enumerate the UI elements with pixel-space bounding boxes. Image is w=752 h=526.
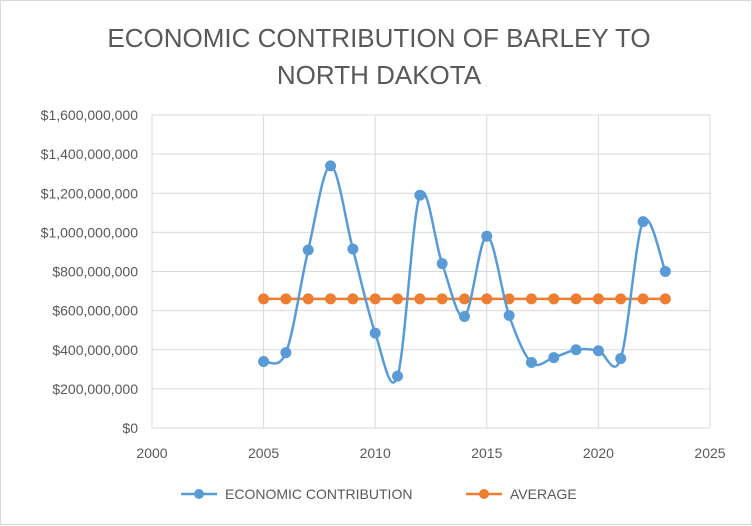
- average-point: [258, 293, 270, 305]
- y-tick-label: $0: [122, 420, 138, 436]
- average-point: [347, 293, 359, 305]
- chart-title-line-2: NORTH DAKOTA: [277, 60, 482, 90]
- tick-labels: $0 $200,000,000 $400,000,000 $600,000,000 $8…: [41, 107, 726, 461]
- gridlines: [151, 114, 711, 429]
- average-point: [414, 293, 426, 305]
- economic-contribution-point: [570, 344, 582, 356]
- x-tick-label: 2005: [248, 445, 279, 461]
- chart-title-line-1: ECONOMIC CONTRIBUTION OF BARLEY TO: [107, 23, 650, 53]
- average-point: [570, 293, 582, 305]
- x-tick-label: 2010: [360, 445, 391, 461]
- economic-contribution-point: [436, 258, 448, 270]
- legend-marker-economic-contribution: [194, 489, 204, 499]
- economic-contribution-point: [280, 347, 292, 359]
- average-point: [592, 293, 604, 305]
- economic-contribution-point: [503, 310, 515, 322]
- economic-contribution-point: [258, 355, 270, 367]
- economic-contribution-point: [414, 189, 426, 201]
- economic-contribution-point: [481, 230, 493, 242]
- y-tick-label: $400,000,000: [52, 342, 138, 358]
- economic-contribution-point: [548, 352, 560, 364]
- economic-contribution-point: [458, 310, 470, 322]
- economic-contribution-point: [302, 244, 314, 256]
- y-tick-label: $800,000,000: [52, 264, 138, 280]
- economic-contribution-point: [637, 216, 649, 228]
- average-point: [481, 293, 493, 305]
- economic-contribution-point: [369, 327, 381, 339]
- average-point: [280, 293, 292, 305]
- economic-contribution-point: [592, 345, 604, 357]
- series-layer: [258, 160, 671, 384]
- average-point: [458, 293, 470, 305]
- average-point: [302, 293, 314, 305]
- y-tick-label: $1,000,000,000: [41, 224, 139, 240]
- average-point: [369, 293, 381, 305]
- economic-contribution-point: [525, 356, 537, 368]
- average-point: [325, 293, 337, 305]
- x-tick-label: 2025: [694, 445, 725, 461]
- y-tick-label: $1,600,000,000: [41, 107, 139, 123]
- legend: ECONOMIC CONTRIBUTION AVERAGE: [181, 486, 577, 502]
- x-tick-label: 2015: [471, 445, 502, 461]
- average-point: [637, 293, 649, 305]
- average-point: [548, 293, 560, 305]
- x-tick-label: 2020: [583, 445, 614, 461]
- legend-label-average: AVERAGE: [510, 486, 577, 502]
- average-point: [659, 293, 671, 305]
- average-point: [525, 293, 537, 305]
- average-point: [392, 293, 404, 305]
- y-tick-label: $200,000,000: [52, 381, 138, 397]
- economic-contribution-point: [615, 353, 627, 365]
- economic-contribution-point: [347, 243, 359, 255]
- y-tick-label: $1,200,000,000: [41, 185, 139, 201]
- legend-label-economic-contribution: ECONOMIC CONTRIBUTION: [225, 486, 412, 502]
- y-tick-label: $600,000,000: [52, 303, 138, 319]
- x-tick-label: 2000: [136, 445, 167, 461]
- economic-contribution-point: [392, 370, 404, 382]
- legend-marker-average: [479, 489, 489, 499]
- economic-contribution-point: [325, 160, 337, 172]
- y-tick-label: $1,400,000,000: [41, 146, 139, 162]
- average-point: [615, 293, 627, 305]
- average-point: [436, 293, 448, 305]
- economic-contribution-point: [659, 266, 671, 277]
